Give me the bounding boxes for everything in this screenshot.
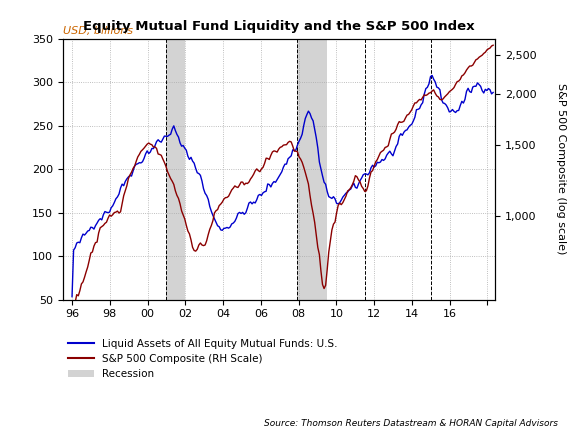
Bar — [297, 39, 327, 300]
Text: Source: Thomson Reuters Datastream & HORAN Capital Advisors: Source: Thomson Reuters Datastream & HOR… — [263, 419, 558, 428]
Text: USD, billions: USD, billions — [63, 26, 133, 36]
Y-axis label: S&P 500 Composite (log scale): S&P 500 Composite (log scale) — [556, 83, 566, 255]
Legend: Liquid Assets of All Equity Mutual Funds: U.S., S&P 500 Composite (RH Scale), Re: Liquid Assets of All Equity Mutual Funds… — [68, 339, 337, 379]
Bar — [167, 39, 185, 300]
Title: Equity Mutual Fund Liquidity and the S&P 500 Index: Equity Mutual Fund Liquidity and the S&P… — [83, 20, 475, 33]
